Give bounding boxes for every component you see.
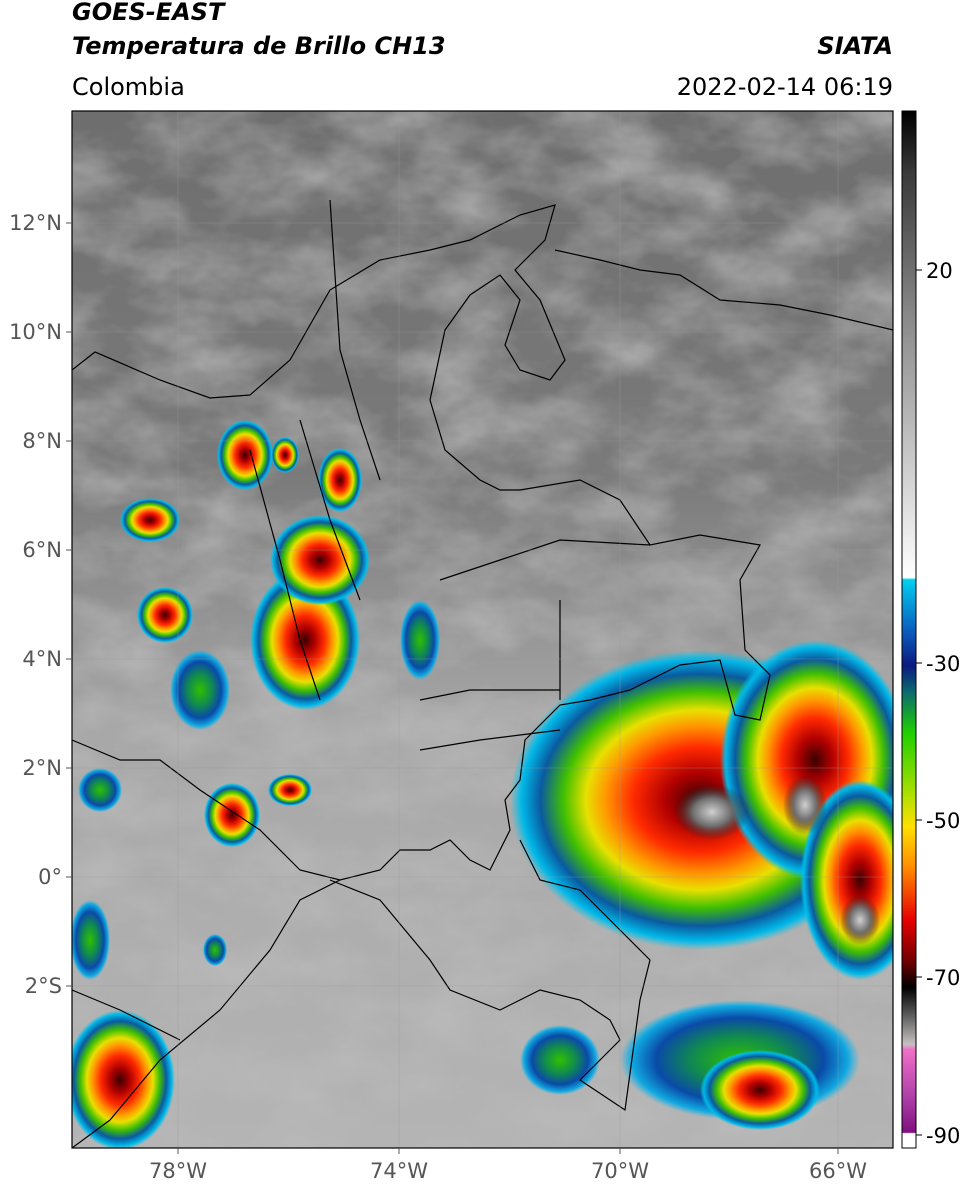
lon-tick-label: 66°W — [809, 1159, 867, 1183]
cloud-top — [78, 768, 122, 812]
cloud-top — [520, 1025, 600, 1095]
cloud-top — [700, 1050, 820, 1130]
cloud-top — [204, 783, 260, 847]
cloud-top — [250, 570, 360, 710]
lon-tick-label: 74°W — [370, 1159, 428, 1183]
map-frame — [71, 110, 894, 1149]
colorbar-tick-label: 20 — [926, 259, 953, 283]
cloud-top — [318, 448, 362, 512]
lat-tick-label: 2°S — [25, 974, 62, 998]
datetime: 2022-02-14 06:19 — [677, 73, 893, 101]
lat-tick-label: 4°N — [22, 647, 62, 671]
clouds — [72, 111, 893, 1148]
colorbar-tick-label: -70 — [926, 966, 960, 990]
colorbar — [901, 110, 917, 1149]
cloud-top — [137, 587, 193, 643]
cloud-top — [72, 900, 110, 980]
colorbar-tick-label: -30 — [926, 652, 960, 676]
cloud-top — [72, 1010, 175, 1148]
cloud-top — [400, 600, 440, 680]
lat-tick-label: 6°N — [22, 538, 62, 562]
satellite-image — [72, 111, 893, 1148]
cloud-top — [268, 774, 312, 806]
region: Colombia — [72, 73, 185, 101]
product: Temperatura de Brillo CH13 — [72, 32, 446, 60]
cloud-top — [217, 420, 273, 490]
lat-tick-label: 12°N — [9, 211, 62, 235]
cloud-top — [170, 650, 230, 730]
source: SIATA — [817, 32, 893, 60]
colorbar-tick-label: -50 — [926, 809, 960, 833]
cold-core — [674, 784, 750, 840]
colorbar-tick-label: -90 — [926, 1124, 960, 1148]
cloud-top — [120, 498, 180, 542]
lon-tick-label: 78°W — [149, 1159, 207, 1183]
cloud-top — [271, 437, 299, 473]
lat-tick-label: 2°N — [22, 756, 62, 780]
cloud-top — [203, 934, 227, 966]
cloud-top — [270, 515, 370, 605]
cold-core — [783, 775, 827, 835]
satellite: GOES-EAST — [72, 0, 226, 26]
lat-tick-label: 0° — [38, 865, 62, 889]
convection — [72, 420, 893, 1148]
ticks: 12°N 10°N 8°N 6°N 4°N 2°N 0° 2°S 78°W 74°W 70°W 66°… — [9, 211, 960, 1183]
graticule — [72, 111, 893, 1148]
cold-core — [840, 895, 880, 945]
lon-tick-label: 70°W — [591, 1159, 649, 1183]
lat-tick-label: 10°N — [9, 320, 62, 344]
lat-tick-label: 8°N — [22, 429, 62, 453]
